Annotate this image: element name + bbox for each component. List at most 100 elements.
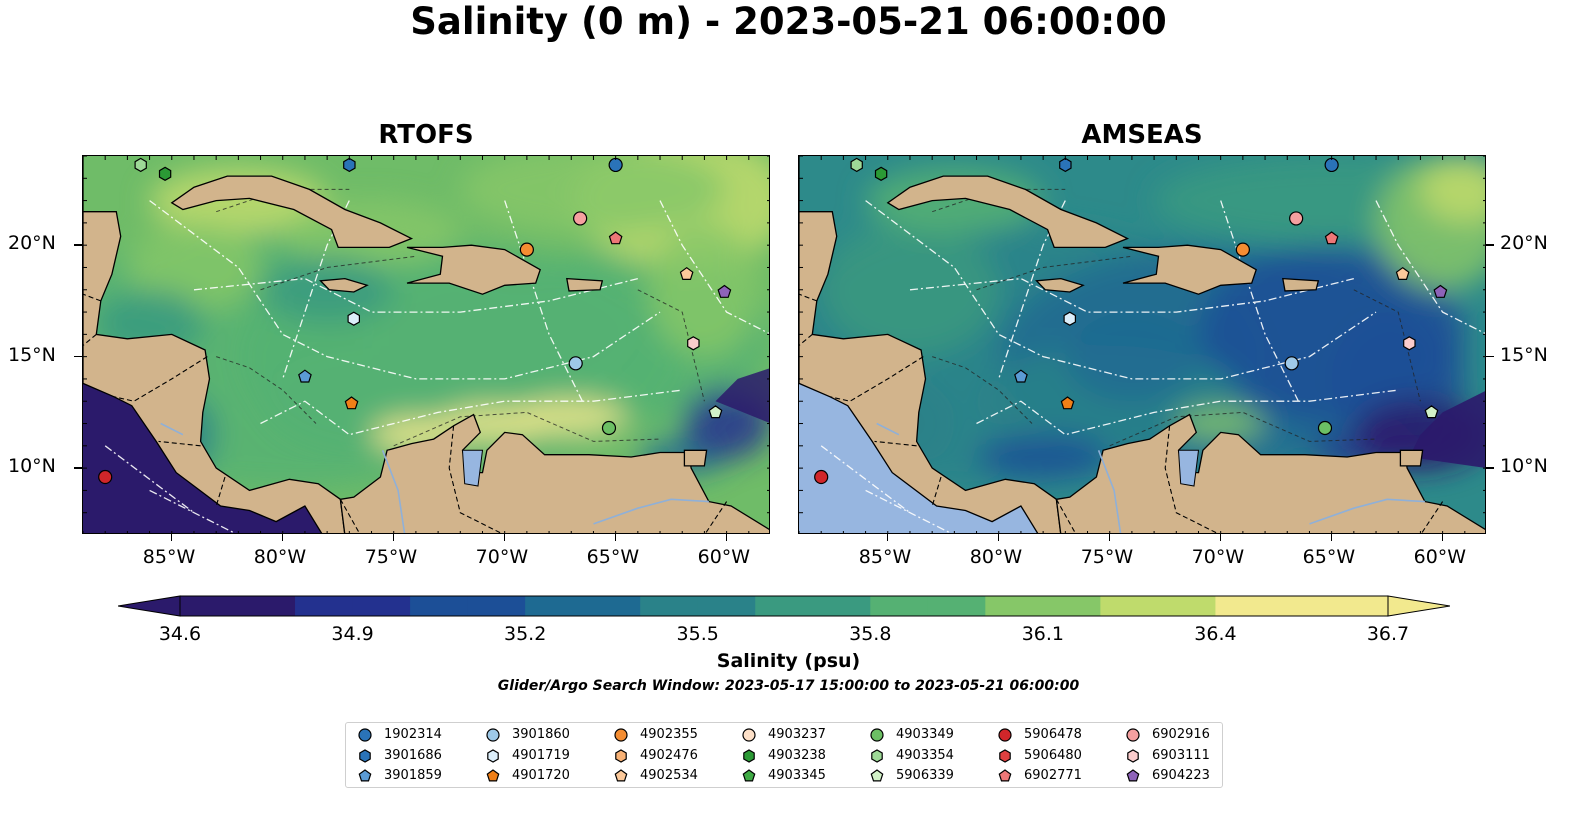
major-tick (503, 534, 506, 541)
colorbar-segment (927, 596, 986, 616)
colorbar-arrow-high (1387, 595, 1450, 617)
country-border (448, 425, 502, 533)
major-tick (392, 534, 395, 541)
colorbar-arrow-low (118, 595, 181, 617)
legend-marker-pentagon (614, 769, 628, 782)
land-hispaniola (406, 244, 541, 295)
legend-label: 5906478 (1024, 727, 1082, 742)
colorbar-segment (180, 596, 239, 616)
lon-tick-label: 80°W (969, 546, 1023, 568)
country-border (874, 440, 917, 447)
land-trinidad (1399, 449, 1424, 467)
panel-title-rtofs: RTOFS (378, 120, 474, 150)
legend-marker-pentagon (870, 769, 884, 782)
float-marker-5906339 (1424, 405, 1439, 419)
boundary-line (104, 445, 195, 514)
colorbar-tick-label: 34.9 (331, 623, 374, 645)
lat-tick-label-right: 10°N (1500, 455, 1548, 478)
lon-tick-label: 60°W (1413, 546, 1467, 568)
major-tick (281, 534, 284, 541)
colorbar-segment (1157, 596, 1216, 616)
legend-label: 6902771 (1024, 768, 1082, 783)
major-tick (74, 467, 82, 469)
legend-marker-hexagon (871, 748, 883, 763)
major-tick (170, 534, 173, 541)
legend-label: 4902534 (640, 768, 698, 783)
land-cuba (886, 175, 1130, 249)
legend-label: 4903345 (768, 768, 826, 783)
legend-marker-circle (870, 728, 884, 742)
figure-title: Salinity (0 m) - 2023-05-21 06:00:00 (410, 0, 1167, 43)
country-border (339, 499, 360, 533)
colorbar-segment (755, 596, 814, 616)
legend-marker-hexagon (999, 748, 1011, 763)
float-marker-3901859 (1014, 369, 1028, 383)
colorbar-segment (295, 596, 354, 616)
boundary-line (504, 200, 583, 402)
float-marker-4901720 (344, 396, 359, 410)
major-tick (997, 534, 1000, 541)
land-puertorico (1282, 277, 1320, 292)
colorbar-segment (1215, 596, 1274, 616)
lon-tick-label: 70°W (475, 546, 529, 568)
major-tick (1330, 534, 1333, 541)
float-marker-4902534 (1395, 266, 1410, 281)
legend-marker-hexagon (1127, 748, 1139, 763)
legend-marker-hexagon (487, 748, 499, 763)
boundary-line (865, 489, 952, 533)
float-marker-3901860 (1284, 356, 1299, 371)
legend-marker-pentagon (998, 769, 1012, 782)
legend-label: 3901859 (384, 768, 442, 783)
lat-tick-label-left: 15°N (8, 343, 56, 366)
bathymetry-contour (1353, 289, 1421, 402)
boundary-line (998, 200, 1066, 380)
legend-marker-circle (1126, 728, 1140, 742)
river (381, 450, 406, 533)
colorbar-tick-label: 35.2 (503, 623, 547, 645)
colorbar-tick-label: 34.6 (158, 623, 202, 645)
float-marker-4902355 (519, 242, 534, 257)
float-marker-3901686 (343, 157, 356, 173)
pacific-ocean (83, 383, 322, 533)
colorbar-segment (352, 596, 411, 616)
lake-maracaibo (1177, 449, 1200, 487)
colorbar-segment (1100, 596, 1159, 616)
legend-marker-circle (742, 728, 756, 742)
bathymetry-contour (932, 356, 1033, 424)
land-southam (339, 413, 769, 533)
float-marker-5906478 (98, 469, 113, 485)
float-marker-6902916 (1289, 211, 1304, 226)
lon-tick-label: 75°W (1080, 546, 1134, 568)
float-marker-6903111 (1403, 336, 1416, 351)
colorbar-segment (640, 596, 699, 616)
float-legend: 1902314 3901686 3901859 3901860 4901719 49017… (345, 722, 1223, 788)
colorbar-segment (985, 596, 1044, 616)
float-marker-4902355 (1235, 242, 1250, 257)
country-border (1164, 425, 1218, 533)
land-trinidad (683, 449, 708, 467)
salinity-colorbar (118, 595, 1450, 617)
bathymetry-contour (1109, 411, 1377, 447)
lat-tick-label-left: 20°N (8, 232, 56, 255)
country-border (1421, 501, 1444, 533)
bathymetry-contour (260, 255, 416, 291)
colorbar-segment (697, 596, 756, 616)
country-border (829, 356, 924, 402)
boundary-line (282, 200, 350, 380)
legend-marker-circle (358, 728, 372, 742)
river (1097, 450, 1122, 533)
country-border (83, 293, 101, 302)
legend-label: 5906339 (896, 768, 954, 783)
legend-marker-pentagon (742, 769, 756, 782)
bathymetry-contour (976, 255, 1132, 291)
boundary-line (193, 277, 638, 313)
legend-label: 4903238 (768, 747, 826, 763)
float-marker-6902771 (608, 231, 623, 245)
colorbar-tick-label: 36.7 (1366, 623, 1410, 645)
land-puertorico (566, 277, 604, 292)
pacific-ocean (799, 383, 1038, 533)
legend-marker-hexagon (743, 748, 755, 763)
country-border (1055, 499, 1076, 533)
legend-label: 4903237 (768, 727, 826, 742)
colorbar-tick-label: 36.4 (1194, 623, 1237, 645)
